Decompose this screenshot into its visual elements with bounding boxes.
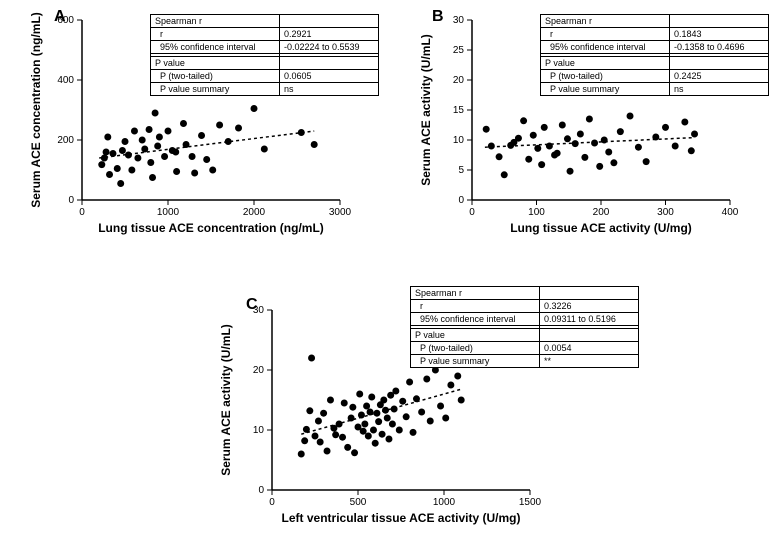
svg-text:20: 20 [453,75,465,86]
svg-text:1000: 1000 [157,207,180,218]
stats-label: P (two-tailed) [151,70,280,83]
stats-value: 0.1843 [670,28,769,41]
svg-text:0: 0 [458,195,464,206]
svg-text:0: 0 [469,207,475,218]
stats-value: 0.0054 [540,342,639,355]
stats-value: -0.02224 to 0.5539 [280,41,379,54]
svg-text:0: 0 [258,485,264,496]
stats-label: P value summary [151,83,280,96]
stats-value [540,287,639,300]
svg-text:20: 20 [253,365,265,376]
stats-label: P value [151,57,280,70]
svg-text:Lung tissue ACE concentration: Lung tissue ACE concentration (ng/mL) [98,221,324,235]
stats-label: r [411,300,540,313]
svg-text:15: 15 [453,105,465,116]
stats-label: P (two-tailed) [541,70,670,83]
stats-value: 0.0605 [280,70,379,83]
panel-c-stats: Spearman r r0.3226 95% confidence interv… [410,286,639,368]
panel-a-stats: Spearman r r0.2921 95% confidence interv… [150,14,379,96]
svg-text:1500: 1500 [519,497,542,508]
stats-value [540,329,639,342]
svg-text:10: 10 [253,425,265,436]
stats-value [670,15,769,28]
svg-text:0: 0 [68,195,74,206]
svg-text:100: 100 [528,207,545,218]
svg-text:Left ventricular tissue ACE ac: Left ventricular tissue ACE activity (U/… [282,511,521,525]
stats-value: 0.2921 [280,28,379,41]
svg-text:25: 25 [453,45,465,56]
svg-text:Lung tissue ACE activity (U/mg: Lung tissue ACE activity (U/mg) [510,221,692,235]
svg-text:200: 200 [593,207,610,218]
svg-text:0: 0 [79,207,85,218]
stats-label: P value summary [411,355,540,368]
svg-text:1000: 1000 [433,497,456,508]
svg-text:400: 400 [722,207,739,218]
svg-text:0: 0 [269,497,275,508]
stats-label: 95% confidence interval [151,41,280,54]
svg-text:Serum ACE activity (U/mL): Serum ACE activity (U/mL) [219,324,233,476]
svg-text:600: 600 [57,15,74,26]
svg-text:30: 30 [453,15,465,26]
stats-value [280,15,379,28]
svg-text:2000: 2000 [243,207,266,218]
svg-text:300: 300 [657,207,674,218]
stats-label: 95% confidence interval [411,313,540,326]
stats-value: 0.3226 [540,300,639,313]
svg-text:10: 10 [453,135,465,146]
stats-label: 95% confidence interval [541,41,670,54]
svg-text:5: 5 [458,165,464,176]
stats-label: Spearman r [541,15,670,28]
stats-value: ns [280,83,379,96]
stats-value: ** [540,355,639,368]
svg-text:400: 400 [57,75,74,86]
svg-text:500: 500 [350,497,367,508]
stats-label: r [541,28,670,41]
stats-label: P value summary [541,83,670,96]
stats-label: r [151,28,280,41]
svg-text:30: 30 [253,305,265,316]
svg-text:3000: 3000 [329,207,352,218]
svg-text:200: 200 [57,135,74,146]
stats-label: P value [411,329,540,342]
stats-label: Spearman r [151,15,280,28]
stats-label: P (two-tailed) [411,342,540,355]
stats-value: 0.09311 to 0.5196 [540,313,639,326]
svg-text:Serum ACE concentration (ng/mL: Serum ACE concentration (ng/mL) [29,12,43,208]
stats-label: Spearman r [411,287,540,300]
panel-b-stats: Spearman r r0.1843 95% confidence interv… [540,14,769,96]
stats-value: 0.2425 [670,70,769,83]
svg-text:Serum ACE activity (U/mL): Serum ACE activity (U/mL) [419,34,433,186]
stats-value [670,57,769,70]
stats-value: -0.1358 to 0.4696 [670,41,769,54]
stats-label: P value [541,57,670,70]
stats-value [280,57,379,70]
stats-value: ns [670,83,769,96]
